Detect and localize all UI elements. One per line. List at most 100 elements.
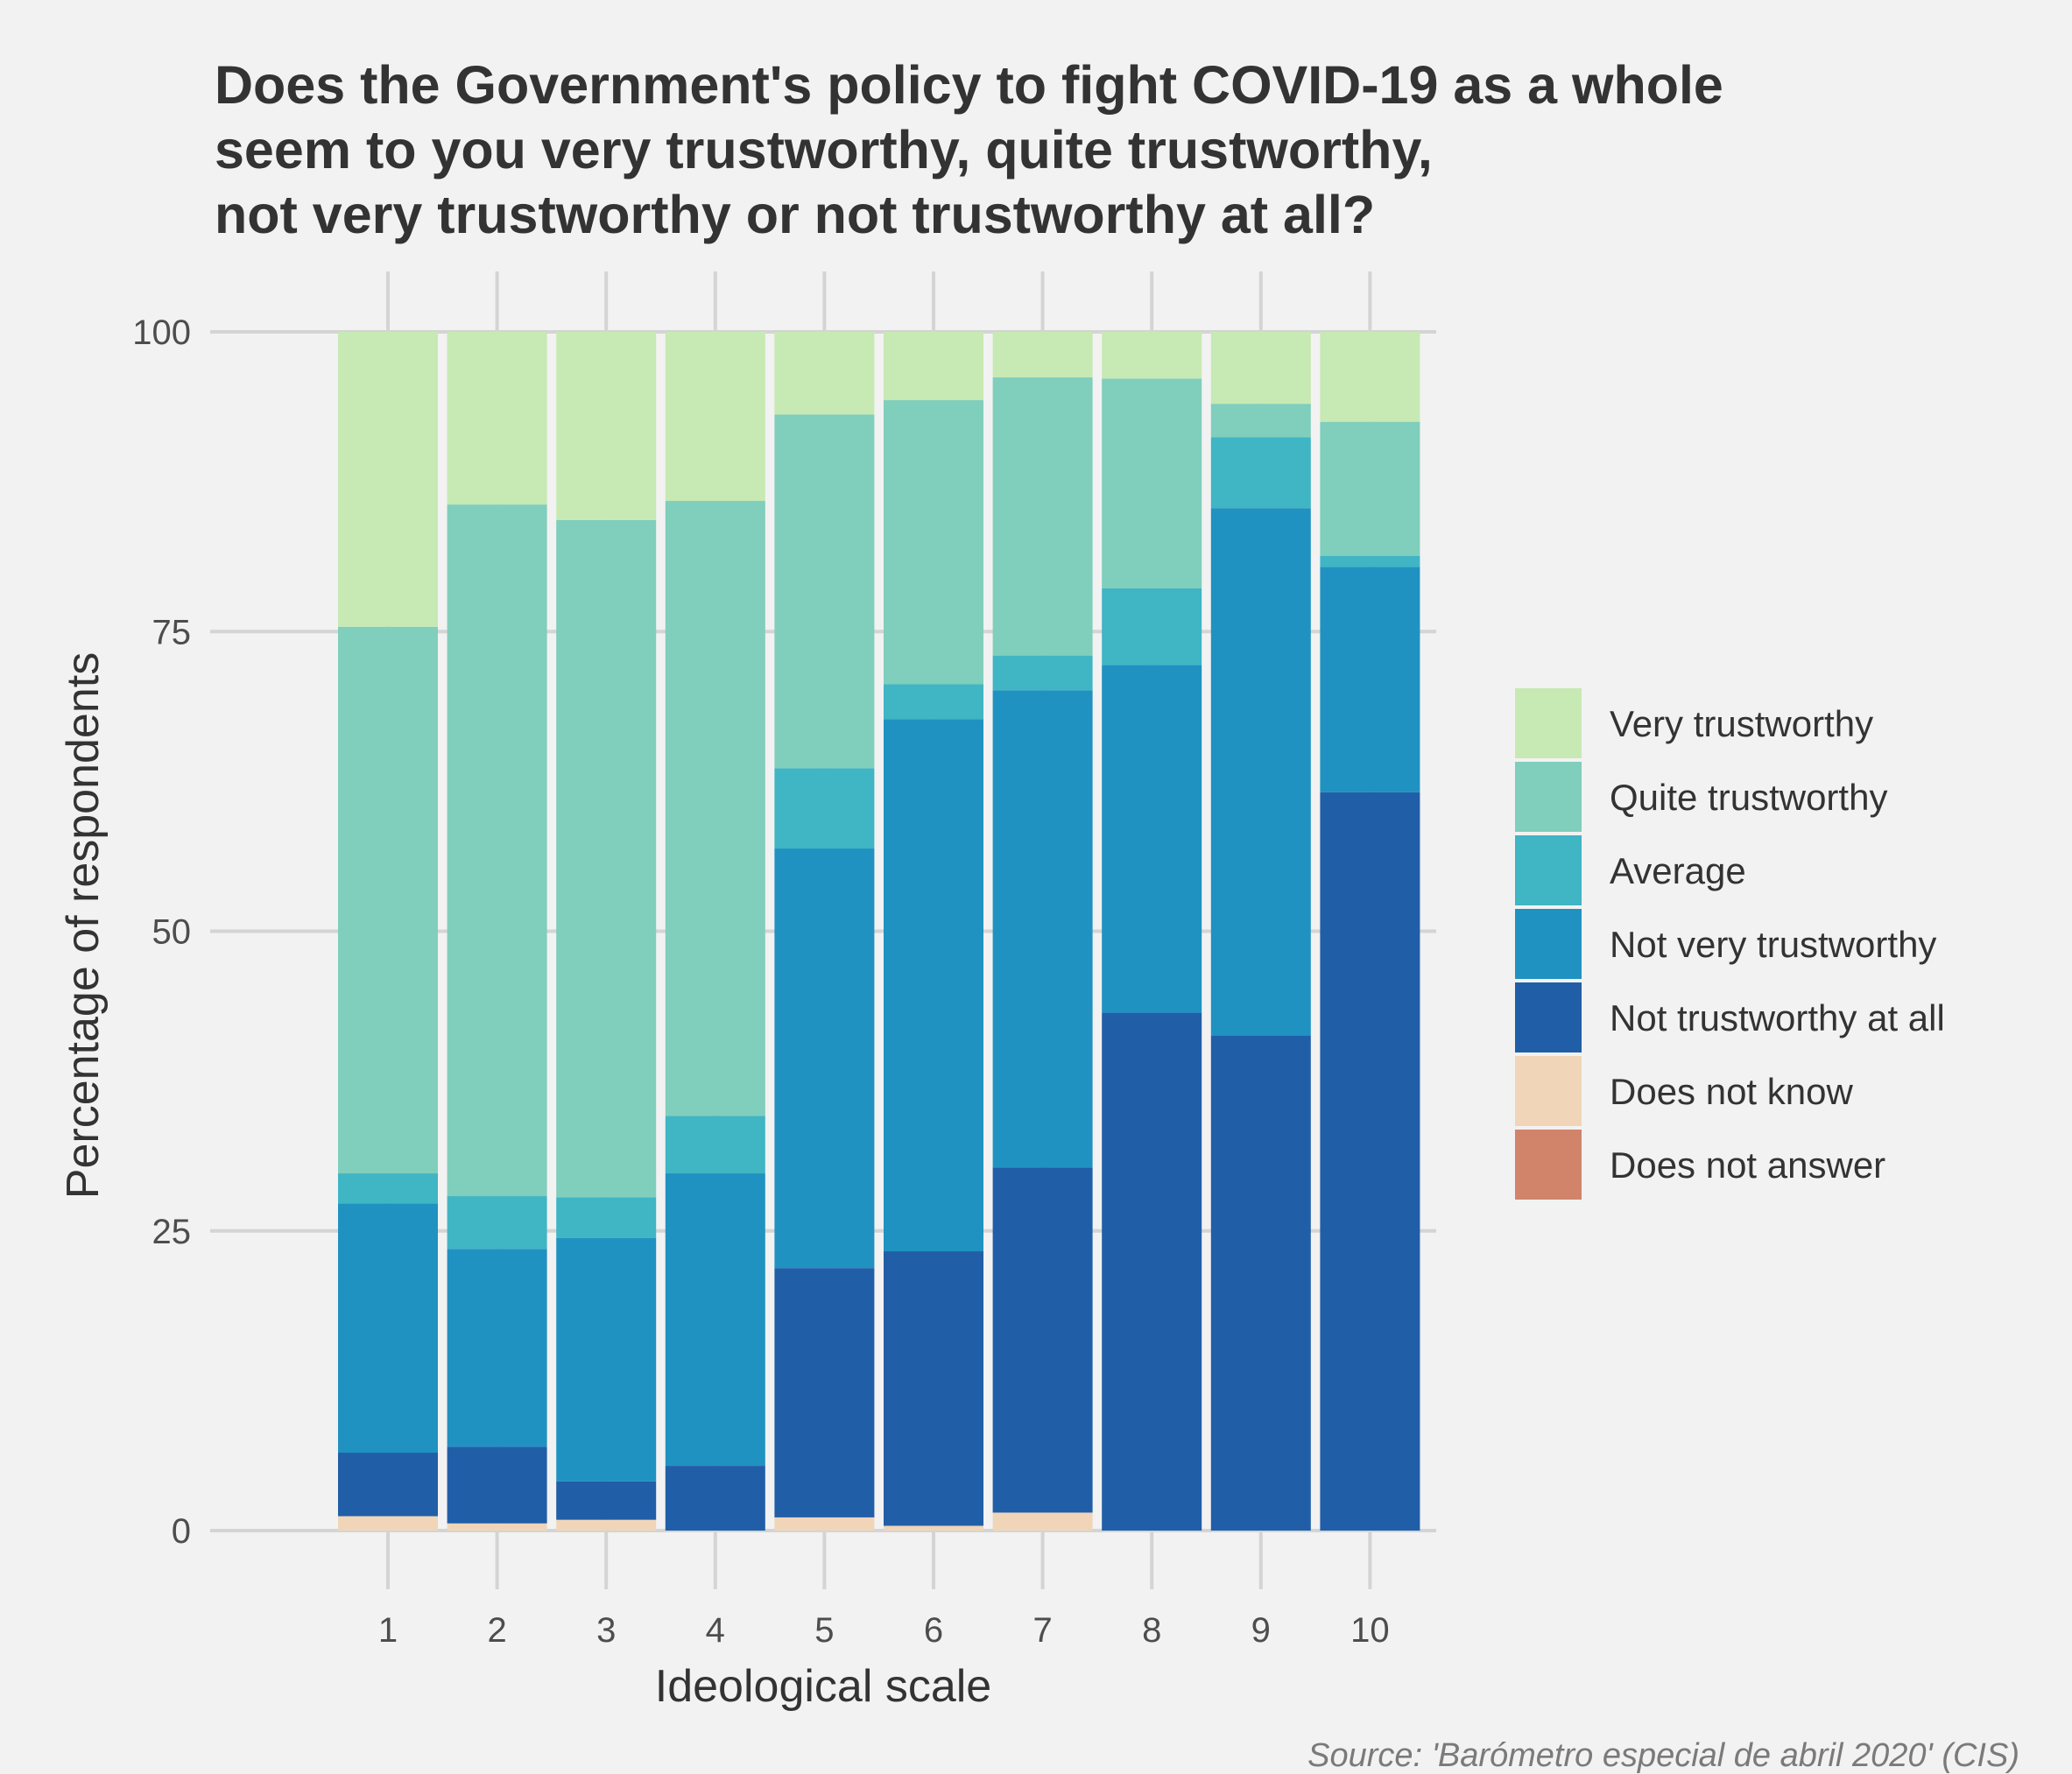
bar-segment-3-does-not-know	[556, 1519, 657, 1531]
legend-item-does-not-know: Does not know	[1515, 1056, 1853, 1126]
bar-segment-2-quite-trustworthy	[447, 504, 547, 1197]
y-tick-label: 0	[172, 1512, 191, 1551]
chart-title-line-1: Does the Government's policy to fight CO…	[215, 55, 1723, 115]
bar-segment-6-average	[884, 684, 983, 720]
legend-key	[1515, 762, 1582, 832]
bar-segment-2-not-trustworthy-at-all	[447, 1447, 547, 1524]
bar-stack-2	[447, 332, 547, 1531]
bar-segment-6-not-very-trustworthy	[884, 719, 983, 1252]
x-tick-label: 3	[596, 1611, 616, 1650]
legend-key	[1515, 1056, 1582, 1126]
chart-title-line-3: not very trustworthy or not trustworthy …	[215, 185, 1375, 244]
bar-segment-4-average	[665, 1116, 765, 1174]
tick-labels: 0 25 50 75 100 1 2 3 4 5 6 7 8 9 10	[132, 313, 1389, 1650]
legend-label: Not very trustworthy	[1610, 924, 1936, 965]
y-tick-label: 25	[152, 1213, 192, 1251]
bar-segment-5-very-trustworthy	[774, 332, 875, 415]
bar-segment-10-not-trustworthy-at-all	[1320, 792, 1420, 1531]
bar-segment-8-quite-trustworthy	[1102, 378, 1202, 588]
y-tick-label: 75	[152, 613, 192, 651]
bar-stack-10	[1320, 332, 1420, 1531]
bars-layer	[338, 332, 1420, 1531]
legend-key	[1515, 982, 1582, 1052]
bar-segment-5-does-not-know	[774, 1517, 875, 1531]
bar-segment-6-quite-trustworthy	[884, 400, 983, 685]
bar-stack-4	[665, 332, 765, 1531]
bar-segment-10-very-trustworthy	[1320, 332, 1420, 422]
bar-segment-7-not-trustworthy-at-all	[992, 1167, 1093, 1513]
bar-segment-8-not-very-trustworthy	[1102, 665, 1202, 1013]
bar-segment-6-very-trustworthy	[884, 332, 983, 401]
legend-label: Does not know	[1610, 1071, 1853, 1112]
x-tick-label: 5	[814, 1611, 834, 1650]
legend-key	[1515, 909, 1582, 979]
x-tick-label: 8	[1142, 1611, 1161, 1650]
bar-segment-4-very-trustworthy	[665, 332, 765, 502]
bar-segment-8-not-trustworthy-at-all	[1102, 1012, 1202, 1531]
legend-key	[1515, 1130, 1582, 1200]
bar-segment-6-not-trustworthy-at-all	[884, 1251, 983, 1526]
bar-segment-2-not-very-trustworthy	[447, 1249, 547, 1447]
source-caption: Source: 'Barómetro especial de abril 202…	[1307, 1737, 2019, 1774]
y-tick-label: 50	[152, 913, 192, 952]
x-tick-label: 2	[487, 1611, 506, 1650]
bar-segment-7-not-very-trustworthy	[992, 690, 1093, 1168]
x-tick-label: 1	[378, 1611, 398, 1650]
bar-stack-3	[556, 332, 657, 1531]
bar-segment-3-not-very-trustworthy	[556, 1237, 657, 1482]
bar-segment-9-not-very-trustworthy	[1210, 508, 1311, 1036]
x-tick-label: 6	[924, 1611, 943, 1650]
legend-item-quite-trustworthy: Quite trustworthy	[1515, 762, 1887, 832]
legend-item-average: Average	[1515, 835, 1746, 905]
bar-segment-9-very-trustworthy	[1210, 332, 1311, 405]
legend-key	[1515, 835, 1582, 905]
legend-label: Average	[1610, 850, 1746, 891]
legend-label: Does not answer	[1610, 1144, 1885, 1186]
legend-item-very-trustworthy: Very trustworthy	[1515, 688, 1873, 758]
bar-segment-10-quite-trustworthy	[1320, 421, 1420, 557]
bar-segment-2-average	[447, 1196, 547, 1250]
x-tick-label: 4	[706, 1611, 725, 1650]
bar-segment-4-not-very-trustworthy	[665, 1173, 765, 1467]
legend-key	[1515, 688, 1582, 758]
chart-title: Does the Government's policy to fight CO…	[215, 55, 1723, 244]
bar-segment-7-very-trustworthy	[992, 332, 1093, 378]
bar-segment-5-quite-trustworthy	[774, 414, 875, 769]
x-tick-label: 9	[1251, 1611, 1271, 1650]
bar-stack-1	[338, 332, 438, 1531]
bar-segment-7-quite-trustworthy	[992, 377, 1093, 656]
bar-segment-4-not-trustworthy-at-all	[665, 1466, 765, 1531]
bar-segment-1-quite-trustworthy	[338, 626, 438, 1174]
bar-segment-7-does-not-know	[992, 1512, 1093, 1531]
legend-label: Quite trustworthy	[1610, 777, 1887, 818]
legend-item-does-not-answer: Does not answer	[1515, 1130, 1885, 1200]
bar-segment-8-very-trustworthy	[1102, 332, 1202, 379]
legend-label: Not trustworthy at all	[1610, 997, 1945, 1038]
bar-segment-1-does-not-know	[338, 1516, 438, 1531]
x-tick-label: 10	[1350, 1611, 1390, 1650]
bar-segment-10-not-very-trustworthy	[1320, 567, 1420, 792]
bar-segment-1-very-trustworthy	[338, 332, 438, 627]
bar-segment-3-average	[556, 1197, 657, 1238]
bar-segment-10-average	[1320, 556, 1420, 567]
bar-segment-4-quite-trustworthy	[665, 501, 765, 1116]
bar-segment-1-not-very-trustworthy	[338, 1203, 438, 1454]
bar-segment-9-not-trustworthy-at-all	[1210, 1035, 1311, 1531]
bar-segment-9-average	[1210, 437, 1311, 509]
legend: Very trustworthy Quite trustworthy Average…	[1515, 688, 1945, 1200]
bar-segment-7-average	[992, 655, 1093, 691]
bar-stack-6	[884, 332, 983, 1531]
x-axis-title: Ideological scale	[655, 1661, 991, 1712]
y-axis-title: Percentage of respondents	[58, 652, 109, 1199]
bar-segment-9-quite-trustworthy	[1210, 404, 1311, 438]
legend-item-not-trustworthy-at-all: Not trustworthy at all	[1515, 982, 1945, 1052]
chart-title-line-2: seem to you very trustworthy, quite trus…	[215, 120, 1433, 180]
y-tick-label: 100	[132, 313, 191, 352]
bar-stack-5	[774, 332, 875, 1531]
legend-item-not-very-trustworthy: Not very trustworthy	[1515, 909, 1936, 979]
bar-segment-2-does-not-know	[447, 1523, 547, 1531]
bar-segment-3-not-trustworthy-at-all	[556, 1481, 657, 1520]
bar-segment-3-quite-trustworthy	[556, 519, 657, 1198]
